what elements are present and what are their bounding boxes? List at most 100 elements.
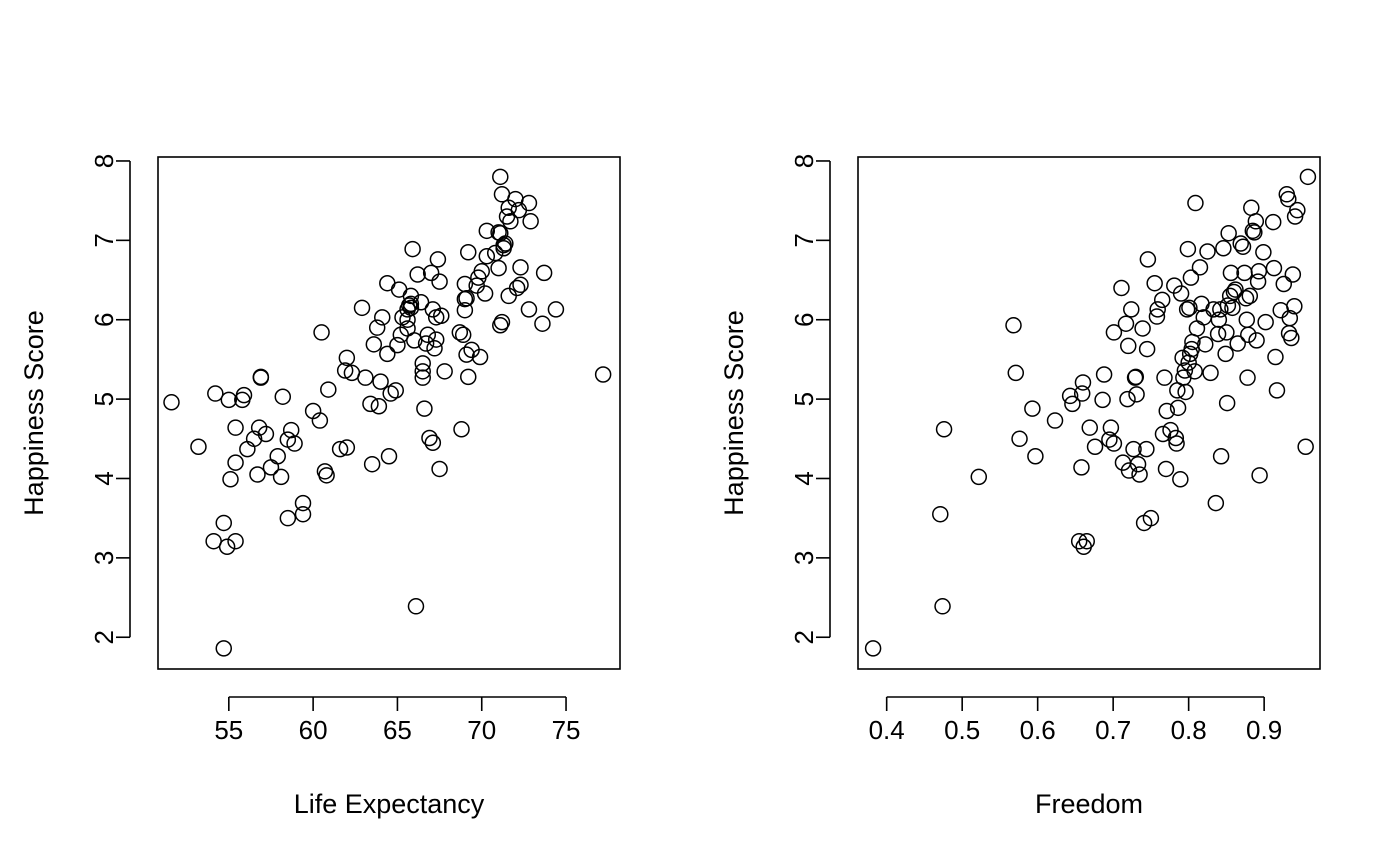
y-tick-label: 2: [789, 630, 819, 644]
data-point: [414, 369, 431, 386]
data-point: [1238, 311, 1256, 328]
data-point: [370, 398, 388, 415]
data-point: [1268, 382, 1286, 399]
data-point: [286, 435, 303, 452]
data-point: [400, 297, 418, 314]
data-point: [1251, 467, 1268, 484]
data-point: [419, 326, 437, 344]
data-point: [1105, 435, 1123, 452]
y-axis-title: Happiness Score: [719, 310, 749, 516]
data-point: [1148, 308, 1166, 325]
data-point: [1172, 471, 1189, 488]
data-point: [1237, 290, 1255, 307]
data-point: [493, 186, 511, 203]
data-point: [492, 168, 509, 186]
data-point: [215, 514, 233, 532]
data-point: [257, 425, 275, 443]
data-point: [935, 421, 953, 438]
data-point: [520, 194, 538, 212]
y-axis-title: Happiness Score: [19, 310, 49, 516]
x-tick-label: 0.6: [1020, 715, 1056, 745]
data-point: [471, 348, 489, 366]
data-point: [1113, 279, 1130, 297]
data-point: [1117, 315, 1135, 332]
data-point: [1120, 337, 1137, 355]
data-point: [478, 247, 496, 265]
plot-frame: [857, 156, 1321, 670]
data-point: [426, 340, 443, 357]
data-point: [227, 419, 244, 436]
data-point: [1218, 394, 1236, 412]
data-point: [416, 400, 433, 417]
data-point: [427, 331, 445, 348]
data-point: [459, 368, 477, 386]
data-point: [1181, 299, 1198, 317]
data-point: [1247, 213, 1265, 230]
data-point: [409, 266, 426, 283]
data-point: [338, 349, 356, 367]
data-point: [379, 345, 396, 363]
data-point: [1127, 368, 1145, 386]
data-point: [1119, 390, 1136, 408]
data-point: [1229, 335, 1246, 352]
data-point: [1027, 448, 1044, 465]
data-point: [1005, 317, 1022, 334]
data-point: [1129, 455, 1147, 473]
data-point: [1128, 386, 1145, 403]
data-point: [269, 448, 286, 465]
data-point: [1240, 326, 1257, 344]
y-tick-label: 8: [789, 154, 819, 168]
data-point: [1131, 466, 1148, 483]
data-point: [1142, 509, 1160, 527]
data-point: [294, 494, 312, 512]
data-point: [1125, 440, 1142, 458]
y-tick-label: 5: [89, 392, 119, 406]
data-point: [1154, 425, 1172, 443]
data-point: [492, 317, 509, 334]
data-point: [1212, 448, 1230, 465]
data-point: [500, 287, 517, 305]
data-point: [1210, 311, 1228, 328]
data-point: [404, 240, 421, 258]
data-point: [382, 385, 399, 402]
y-tick-label: 7: [789, 233, 819, 247]
x-tick-label: 65: [383, 715, 412, 745]
data-point: [402, 295, 420, 313]
data-point: [1138, 340, 1156, 358]
data-point: [372, 373, 389, 390]
data-point: [235, 386, 253, 404]
data-point: [1081, 419, 1099, 436]
data-point: [1197, 336, 1214, 353]
data-point: [1158, 402, 1176, 420]
data-point: [1073, 459, 1090, 476]
data-point: [1244, 222, 1262, 240]
plot-frame: [157, 156, 621, 670]
data-point: [932, 505, 949, 523]
data-point: [272, 468, 290, 486]
data-point: [497, 235, 514, 252]
data-point: [1182, 269, 1200, 286]
data-point: [1227, 281, 1244, 298]
x-tick-label: 0.8: [1171, 715, 1207, 745]
data-point: [190, 438, 207, 455]
data-point: [490, 259, 507, 277]
data-point: [338, 439, 356, 456]
x-tick-label: 70: [467, 715, 496, 745]
data-point: [1176, 362, 1194, 379]
data-point: [1156, 369, 1173, 386]
y-tick-label: 6: [789, 312, 819, 326]
data-point: [279, 509, 297, 527]
data-point: [1250, 263, 1268, 280]
data-point: [1289, 201, 1306, 219]
data-point: [1232, 235, 1249, 252]
data-point: [1011, 430, 1028, 448]
data-point: [1218, 324, 1235, 341]
data-point: [1138, 440, 1155, 458]
x-axis-title: Freedom: [1035, 789, 1143, 819]
panel-freedom: 0.4 0.5 0.6 0.7 0.8 0.9 2 3 4 5 6 7 8 Freedom Happines…: [719, 154, 1321, 819]
data-point: [294, 505, 312, 523]
data-point: [520, 301, 538, 318]
data-point: [934, 598, 951, 615]
data-point: [486, 244, 504, 262]
